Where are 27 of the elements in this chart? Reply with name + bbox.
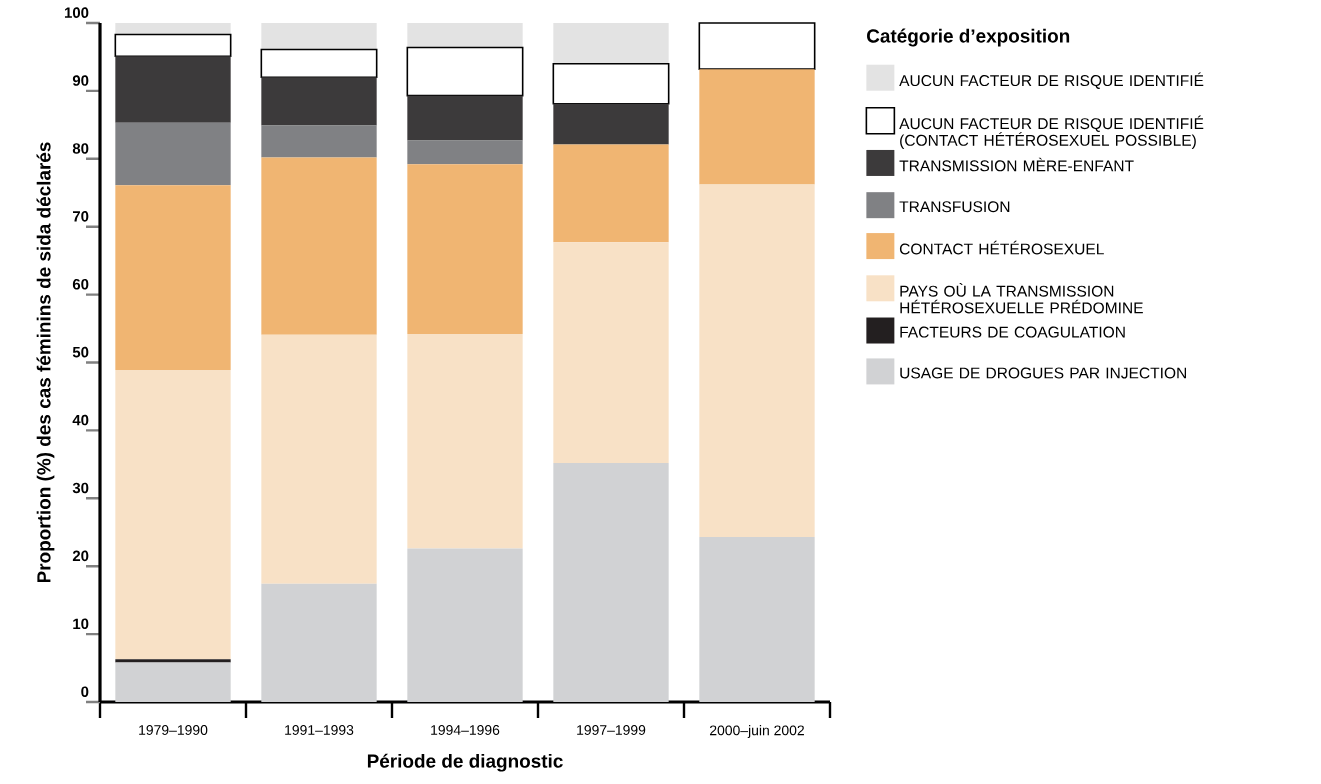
- legend-label: TRANSMISSION MÈRE-ENFANT: [899, 157, 1134, 172]
- y-axis-title: Proportion (%) des cas féminins de sida déclarés: [36, 142, 55, 583]
- x-tick-label: 1994–1996: [431, 725, 500, 735]
- legend-label: CONTACT HÉTÉROSEXUEL: [899, 240, 1104, 255]
- x-tick-label: 1979–1990: [139, 725, 208, 735]
- x-tick-label: 2000–juin 2002: [709, 725, 804, 739]
- y-tick-label: 60: [72, 278, 89, 290]
- y-tick-label: 80: [72, 143, 89, 154]
- legend-label: FACTEURS DE COAGULATION: [900, 326, 1125, 338]
- x-tick-label: 1991–1993: [285, 725, 354, 735]
- legend-label: AUCUN FACTEUR DE RISQUE IDENTIFIÉ (CONTACT HÉTÉROSEXUEL POSSIBLE): [899, 115, 1204, 149]
- legend-label: USAGE DE DROGUES PAR INJECTION: [900, 367, 1186, 379]
- y-tick-label: 10: [73, 618, 89, 630]
- y-tick-label: 0: [81, 686, 89, 697]
- legend-label: AUCUN FACTEUR DE RISQUE IDENTIFIÉ: [899, 72, 1204, 89]
- y-tick-label: 90: [72, 75, 89, 86]
- y-tick-label: 50: [72, 346, 89, 358]
- y-tick-label: 30: [72, 482, 89, 494]
- x-tick-label: 1997–1999: [577, 725, 646, 735]
- legend-label: TRANSFUSION: [899, 201, 1010, 213]
- y-tick-label: 70: [73, 211, 89, 222]
- y-tick-label: 100: [64, 7, 89, 18]
- y-tick-label: 20: [72, 550, 89, 562]
- legend-label: PAYS OÙ LA TRANSMISSION HÉTÉROSEXUELLE PRÉDOMINE: [900, 283, 1143, 314]
- x-axis-title: Période de diagnostic: [367, 753, 563, 772]
- legend-title: Catégorie d’exposition: [867, 28, 1070, 47]
- y-tick-label: 40: [72, 414, 89, 426]
